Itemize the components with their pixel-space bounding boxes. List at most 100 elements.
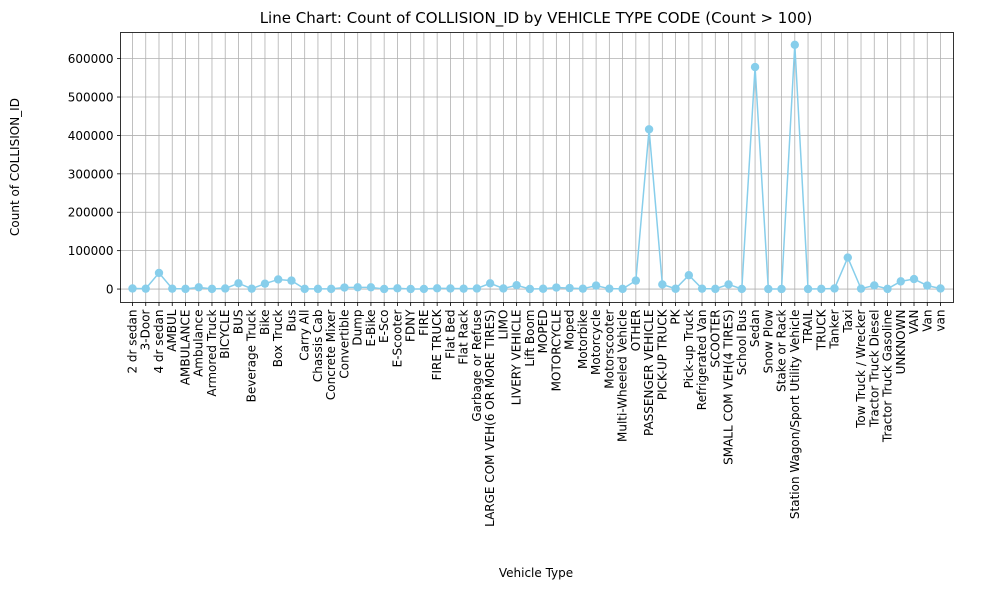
x-tick-label: Tractor Truck Gasoline (881, 309, 895, 443)
data-point (340, 283, 349, 292)
x-tick-label: PASSENGER VEHICLE (642, 310, 656, 437)
x-tick-label: Carry All (298, 310, 312, 361)
y-tick-label: 600000 (68, 52, 114, 66)
x-tick-label: Convertible (337, 310, 351, 379)
x-tick-label: MOPED (536, 310, 550, 354)
x-tick-label: School Bus (735, 310, 749, 376)
data-point (432, 284, 442, 293)
x-axis-label: Vehicle Type (499, 566, 573, 580)
data-point (724, 280, 733, 289)
x-tick-label: Taxi (841, 310, 855, 334)
data-point (644, 125, 654, 134)
data-point (525, 284, 535, 294)
x-tick-label: Sedan (748, 310, 762, 348)
y-tick-label: 200000 (68, 206, 114, 220)
data-point (459, 284, 468, 293)
x-tick-label: Motorbike (576, 310, 590, 370)
data-point (419, 284, 429, 294)
x-tick-label: Moped (563, 310, 577, 350)
x-tick-label: Pick-up Truck (682, 309, 696, 388)
data-point (181, 284, 190, 294)
data-point (578, 284, 588, 293)
x-tick-label: PK (669, 308, 683, 324)
data-point (658, 280, 667, 289)
x-tick-label: E-Scooter (390, 309, 404, 367)
x-tick-label: SMALL COM VEH(4 TIRES) (722, 310, 736, 465)
x-tick-label: BICYCLE (218, 310, 232, 359)
x-tick-label: LIMO (496, 310, 510, 340)
data-point (366, 283, 376, 292)
data-point (141, 284, 150, 293)
data-point (711, 284, 720, 294)
x-tick-label: Garbage or Refuse (470, 310, 484, 422)
x-tick-label: 4 dr sedan (152, 310, 166, 374)
data-point (817, 284, 826, 294)
data-point (485, 279, 495, 288)
x-tick-label: Tractor Truck Diesel (867, 310, 881, 429)
data-point (128, 284, 137, 293)
data-point (326, 284, 336, 294)
x-tick-label: FIRE (417, 310, 431, 336)
x-tick-label: Dump (351, 310, 365, 346)
x-tick-label: FIRE TRUCK (430, 308, 444, 380)
data-point (936, 284, 945, 293)
y-tick-label: 400000 (68, 129, 114, 143)
data-point (274, 275, 283, 284)
data-point (499, 284, 508, 293)
data-point (923, 281, 932, 290)
x-tick-label: Tow Truck / Wrecker (854, 309, 868, 428)
x-axis: 2 dr sedan 3-Door 4 dr sedan AMBUL AMBULANCE… (126, 302, 948, 527)
data-point (750, 62, 760, 72)
y-axis: 0 100000 200000 300000 400000 500000 600000 (68, 52, 121, 297)
x-tick-label: UNKNOWN (894, 310, 908, 375)
y-axis-label: Count of COLLISION_ID (8, 98, 22, 236)
data-point (909, 274, 919, 284)
data-point (393, 284, 402, 293)
data-point (883, 284, 892, 294)
x-tick-label: TRAIL (801, 309, 815, 344)
x-tick-label: Concrete Mixer (324, 309, 338, 400)
x-tick-label: Van (920, 310, 934, 332)
data-point (154, 268, 164, 278)
x-tick-label: Armored Truck (205, 309, 219, 396)
data-point (565, 283, 574, 293)
data-point (790, 40, 799, 49)
data-point (406, 284, 415, 294)
x-tick-label: Ambulance (192, 310, 206, 377)
x-tick-label: Chassis Cab (311, 310, 325, 383)
x-tick-label: E-Sco (377, 310, 391, 343)
data-point (472, 284, 482, 293)
data-point (803, 284, 813, 294)
data-point (207, 284, 217, 294)
x-tick-label: LARGE COM VEH(6 OR MORE TIRES) (483, 310, 497, 527)
x-tick-label: Beverage Truck (245, 309, 259, 402)
data-point (856, 284, 866, 293)
data-point (684, 271, 694, 280)
data-point (194, 283, 203, 292)
x-tick-label: Refrigerated Van (695, 310, 709, 411)
y-tick-label: 300000 (68, 167, 114, 181)
data-point (777, 284, 786, 294)
data-point (379, 284, 389, 294)
data-point (631, 276, 641, 285)
data-point (591, 281, 601, 290)
chart-title: Line Chart: Count of COLLISION_ID by VEH… (260, 9, 813, 28)
x-tick-label: Bus (284, 310, 298, 332)
data-point (287, 276, 296, 285)
x-tick-label: MOTORCYCLE (549, 310, 563, 392)
data-point (605, 284, 614, 293)
x-tick-label: 2 dr sedan (126, 310, 140, 374)
data-point (896, 277, 905, 286)
data-point (552, 283, 561, 292)
data-point (221, 284, 230, 293)
x-tick-label: LIVERY VEHICLE (510, 310, 524, 406)
x-tick-label: Tanker (828, 309, 842, 349)
x-tick-label: BUS (231, 310, 245, 335)
x-tick-label: TRUCK (814, 308, 828, 351)
x-tick-label: Motorscooter (602, 309, 616, 388)
x-tick-label: PICK-UP TRUCK (655, 308, 669, 400)
x-tick-label: Box Truck (271, 309, 285, 367)
data-point (446, 284, 455, 293)
